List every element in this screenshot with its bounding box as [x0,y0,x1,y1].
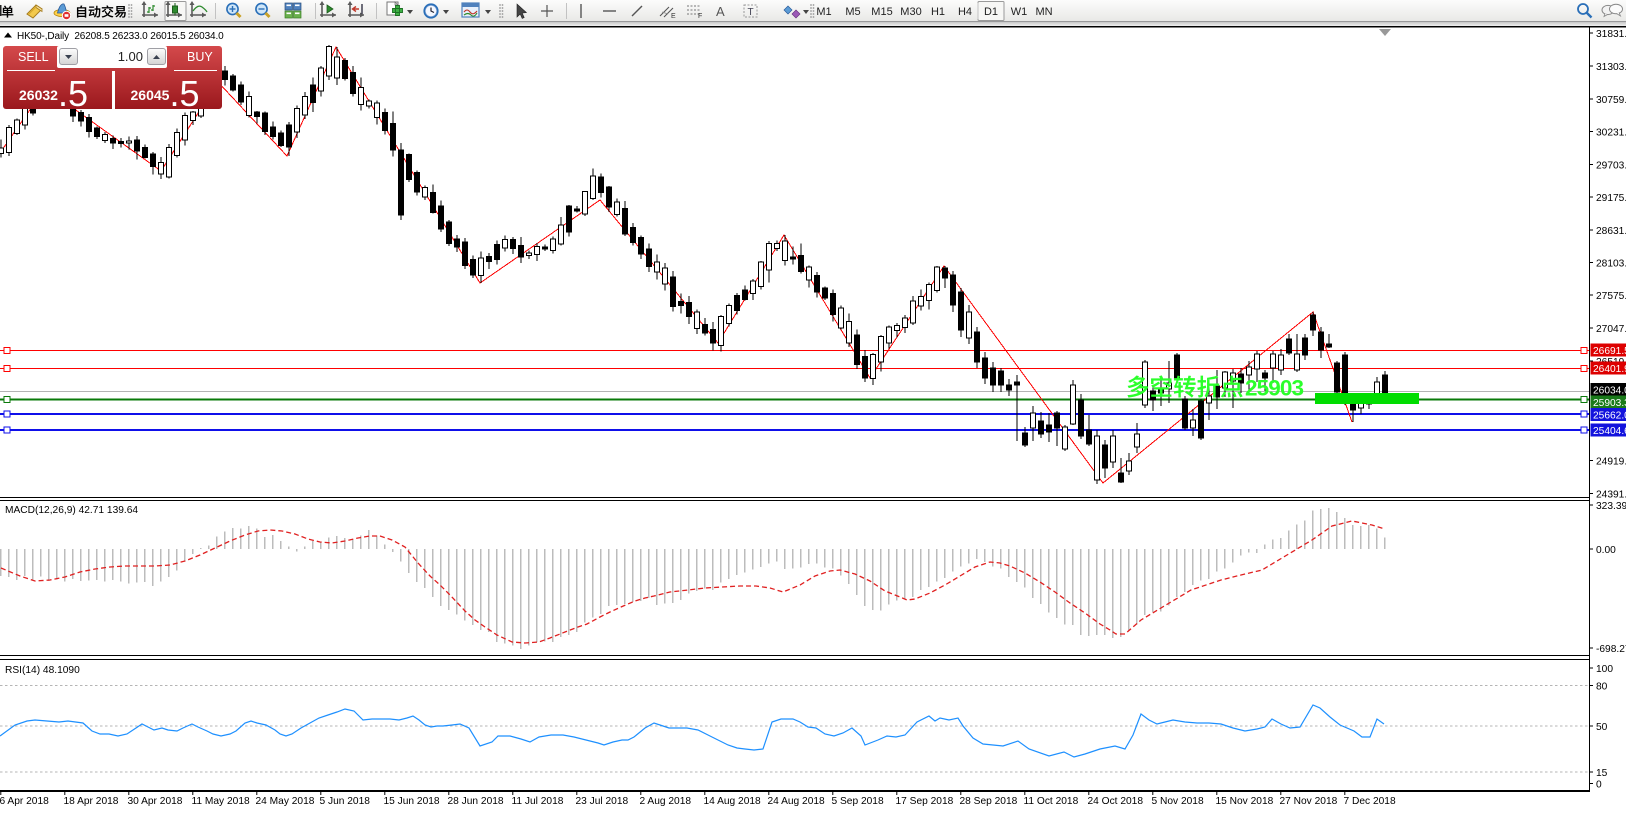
svg-text:28631.0: 28631.0 [1596,226,1626,237]
svg-text:M15: M15 [871,6,892,18]
svg-text:2 Aug 2018: 2 Aug 2018 [640,796,692,807]
svg-text:5 Jun 2018: 5 Jun 2018 [320,796,371,807]
svg-text:80: 80 [1596,682,1608,693]
svg-text:28103.0: 28103.0 [1596,259,1626,270]
svg-text:26401.9: 26401.9 [1593,364,1626,375]
svg-text:31303.0: 31303.0 [1596,62,1626,73]
svg-text:24919.0: 24919.0 [1596,456,1626,467]
svg-text:28 Jun 2018: 28 Jun 2018 [448,796,504,807]
svg-text:17 Sep 2018: 17 Sep 2018 [896,796,954,807]
svg-text:H4: H4 [958,6,972,18]
svg-text:50: 50 [1596,722,1608,733]
svg-text:M1: M1 [816,6,831,18]
svg-text:26691.5: 26691.5 [1593,346,1626,357]
svg-text:29703.0: 29703.0 [1596,161,1626,172]
svg-text:RSI(14) 48.1090: RSI(14) 48.1090 [5,665,80,676]
svg-text:26034.0: 26034.0 [1593,386,1626,397]
svg-text:M5: M5 [845,6,860,18]
svg-text:100: 100 [1596,664,1613,675]
svg-text:T: T [748,7,754,18]
svg-text:-698.27: -698.27 [1596,644,1626,655]
svg-text:14 Aug 2018: 14 Aug 2018 [704,796,762,807]
svg-text:11 Oct 2018: 11 Oct 2018 [1024,796,1079,807]
svg-text:25404.6: 25404.6 [1593,426,1626,437]
svg-text:25903.3: 25903.3 [1593,398,1626,409]
svg-text:F: F [698,13,702,20]
svg-text:23 Jul 2018: 23 Jul 2018 [576,796,629,807]
svg-text:M30: M30 [900,6,921,18]
svg-text:31831.0: 31831.0 [1596,29,1626,40]
svg-text:30759.0: 30759.0 [1596,95,1626,106]
svg-text:25903: 25903 [1245,376,1303,401]
svg-text:0.00: 0.00 [1596,545,1616,556]
svg-text:27 Nov 2018: 27 Nov 2018 [1280,796,1338,807]
svg-text:30 Apr 2018: 30 Apr 2018 [128,796,183,807]
svg-text:11 May 2018: 11 May 2018 [192,796,250,807]
svg-text:24 Aug 2018: 24 Aug 2018 [768,796,826,807]
svg-text:28 Sep 2018: 28 Sep 2018 [960,796,1018,807]
svg-text:HK50-,Daily 26208.5 26233.0 2: HK50-,Daily 26208.5 26233.0 26015.5 2603… [17,31,224,42]
svg-text:7 Dec 2018: 7 Dec 2018 [1344,796,1396,807]
svg-text:5 Nov 2018: 5 Nov 2018 [1152,796,1204,807]
svg-text:H1: H1 [931,6,945,18]
svg-text:6 Apr 2018: 6 Apr 2018 [0,796,49,807]
svg-text:24391.0: 24391.0 [1596,489,1626,500]
svg-text:D1: D1 [984,6,998,18]
svg-text:15 Nov 2018: 15 Nov 2018 [1216,796,1274,807]
svg-text:11 Jul 2018: 11 Jul 2018 [512,796,564,807]
svg-text:5 Sep 2018: 5 Sep 2018 [832,796,884,807]
svg-text:0: 0 [1596,780,1602,791]
svg-text:15 Jun 2018: 15 Jun 2018 [384,796,440,807]
svg-text:MACD(12,26,9) 42.71 139.64: MACD(12,26,9) 42.71 139.64 [5,505,138,516]
svg-text:24 May 2018: 24 May 2018 [256,796,315,807]
svg-text:29175.0: 29175.0 [1596,193,1626,204]
svg-text:18 Apr 2018: 18 Apr 2018 [64,796,119,807]
svg-text:A: A [716,4,725,19]
svg-text:MN: MN [1035,6,1052,18]
svg-text:25662.0: 25662.0 [1593,411,1626,422]
svg-text:323.39: 323.39 [1596,501,1626,512]
svg-text:15: 15 [1596,768,1608,779]
svg-text:27575.0: 27575.0 [1596,291,1626,302]
svg-text:E: E [671,13,676,20]
svg-text:W1: W1 [1011,6,1028,18]
svg-text:27047.0: 27047.0 [1596,324,1626,335]
svg-text:24 Oct 2018: 24 Oct 2018 [1088,796,1144,807]
svg-text:30231.0: 30231.0 [1596,128,1626,139]
